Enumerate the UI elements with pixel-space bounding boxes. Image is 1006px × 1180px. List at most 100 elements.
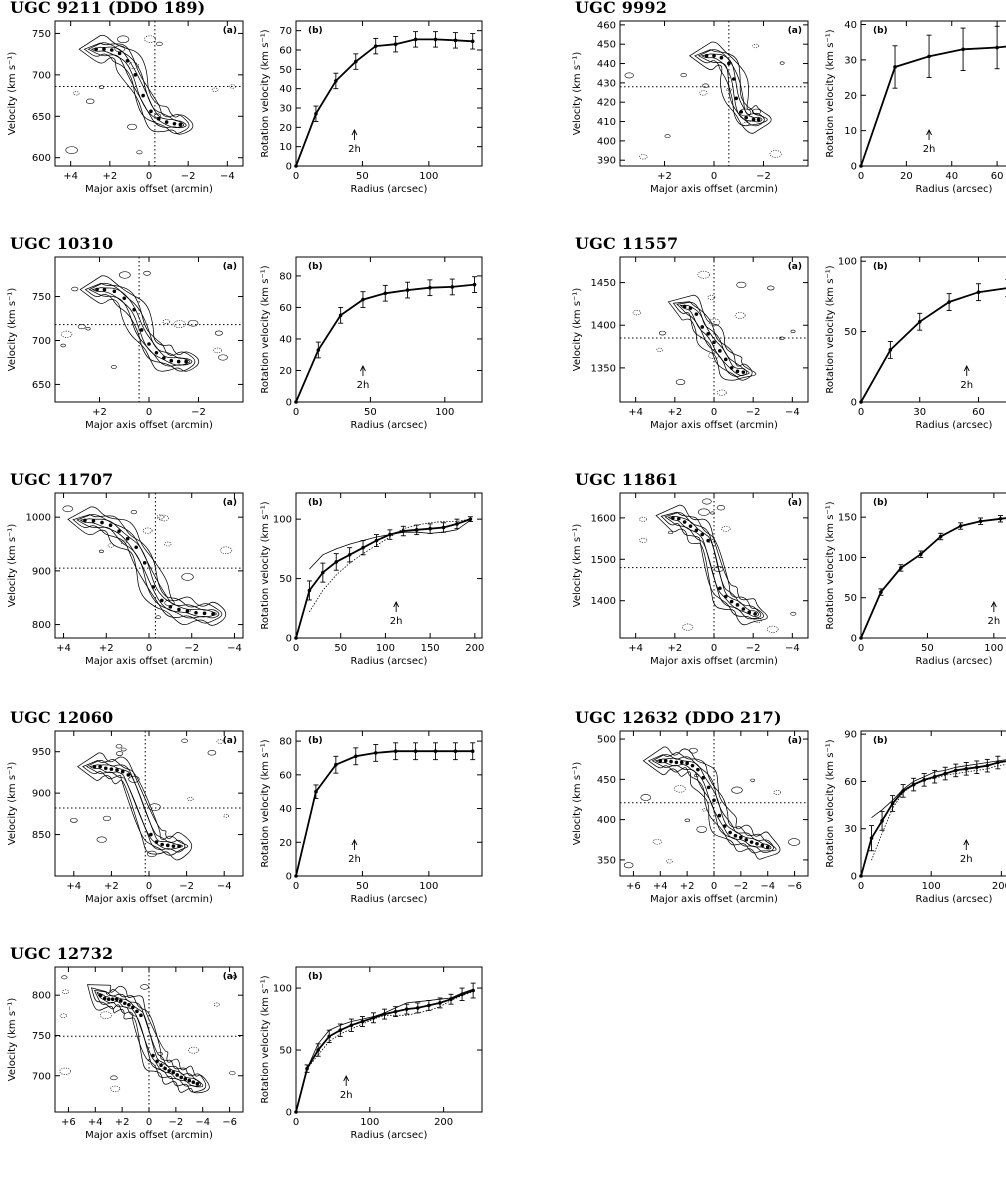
pv-point <box>83 519 87 523</box>
x-tick-label: 100 <box>419 171 438 182</box>
y-tick-label: 50 <box>279 65 292 76</box>
y-tick-label: 30 <box>844 824 857 835</box>
noise-contour <box>666 860 672 864</box>
y-tick-label: 1000 <box>26 513 51 524</box>
x-axis-label: Major axis offset (arcmin) <box>650 894 778 905</box>
panel-label: (a) <box>223 262 237 272</box>
rotation-point <box>388 533 392 537</box>
noise-contour <box>218 355 227 360</box>
rotation-point <box>954 769 958 773</box>
noise-contour <box>681 73 687 76</box>
noise-contour <box>702 809 706 811</box>
pv-point <box>677 517 681 521</box>
x-tick-label: 150 <box>421 643 440 654</box>
rotation-point <box>348 553 352 557</box>
y-tick-label: 1450 <box>591 278 616 289</box>
scale-arrow-label: 2h <box>340 1090 353 1101</box>
rotation-point <box>354 60 358 64</box>
rotation-point <box>394 1010 398 1014</box>
rotation-point <box>891 802 895 806</box>
rotation-point <box>469 517 473 521</box>
pv-point <box>706 332 710 336</box>
pv-point <box>179 123 183 127</box>
rotation-point <box>314 112 318 116</box>
noise-contour <box>116 752 123 756</box>
contour-line <box>83 759 188 855</box>
rotation-point <box>434 38 438 42</box>
y-tick-label: 30 <box>279 104 292 115</box>
panel-label: (a) <box>223 498 237 508</box>
pv-point <box>658 759 662 763</box>
y-tick-label: 40 <box>279 804 292 815</box>
rotation-point <box>428 527 432 531</box>
pv-point <box>707 786 711 790</box>
approaching-side-curve <box>872 753 1006 818</box>
noise-contour <box>188 320 198 326</box>
pv-point <box>177 360 181 364</box>
pv-point <box>203 611 207 615</box>
noise-contour <box>111 1076 118 1080</box>
panel-label: (a) <box>788 262 802 272</box>
scale-arrow-label: 2h <box>357 380 370 391</box>
x-tick-label: +4 <box>653 881 668 892</box>
rotation-point <box>959 524 963 528</box>
pv-point <box>723 824 727 828</box>
pv-point <box>177 608 181 612</box>
rotation-point <box>454 39 458 43</box>
noise-contour <box>66 147 78 154</box>
pv-point <box>757 118 761 122</box>
y-tick-label: 100 <box>273 984 292 995</box>
y-tick-label: 650 <box>32 380 51 391</box>
noise-contour <box>215 331 222 335</box>
x-tick-label: 100 <box>360 1117 379 1128</box>
pv-point <box>149 833 153 837</box>
noise-contour <box>717 505 725 510</box>
y-tick-label: 60 <box>844 777 857 788</box>
plot-frame <box>861 493 1006 638</box>
x-tick-label: 0 <box>711 407 717 418</box>
pv-point <box>166 844 170 848</box>
noise-contour <box>62 976 67 979</box>
noise-contour <box>60 1068 71 1075</box>
noise-contour <box>108 544 114 548</box>
noise-contour <box>115 46 125 52</box>
y-axis-label: Velocity (km s⁻¹) <box>7 288 18 372</box>
rotation-curve: 010020003060902h(b)Radius (arcsec)Rotati… <box>825 730 1006 905</box>
x-tick-label: −2 <box>168 1117 183 1128</box>
y-tick-label: 0 <box>851 398 857 409</box>
x-tick-label: 50 <box>334 643 347 654</box>
y-tick-label: 600 <box>32 153 51 164</box>
receding-side-curve <box>307 992 473 1069</box>
x-axis-label: Radius (arcsec) <box>916 656 993 667</box>
receding-side-curve <box>872 759 1006 860</box>
panel-label: (b) <box>873 736 888 746</box>
pv-point <box>113 289 117 293</box>
y-tick-label: 350 <box>597 855 616 866</box>
pv-point <box>131 1005 135 1009</box>
noise-contour <box>188 1047 198 1053</box>
rotation-point <box>879 590 883 594</box>
pv-point <box>155 351 159 355</box>
rotation-point <box>979 519 983 523</box>
rotation-point <box>415 528 419 532</box>
y-tick-label: 700 <box>32 336 51 347</box>
x-axis-label: Major axis offset (arcmin) <box>85 1130 213 1141</box>
noise-contour <box>119 272 130 279</box>
pv-point <box>186 609 190 613</box>
x-axis-label: Radius (arcsec) <box>916 420 993 431</box>
noise-contour <box>685 819 690 822</box>
x-tick-label: −4 <box>195 1117 210 1128</box>
y-tick-label: 900 <box>32 789 51 800</box>
pv-point <box>103 288 107 292</box>
y-tick-label: 60 <box>279 770 292 781</box>
y-tick-label: 10 <box>279 142 292 153</box>
rotation-point <box>996 761 1000 765</box>
y-tick-label: 800 <box>32 620 51 631</box>
pv-point <box>141 94 145 98</box>
pv-point <box>752 118 756 122</box>
noise-contour <box>639 517 646 521</box>
pv-point <box>727 62 731 66</box>
y-tick-label: 450 <box>597 775 616 786</box>
